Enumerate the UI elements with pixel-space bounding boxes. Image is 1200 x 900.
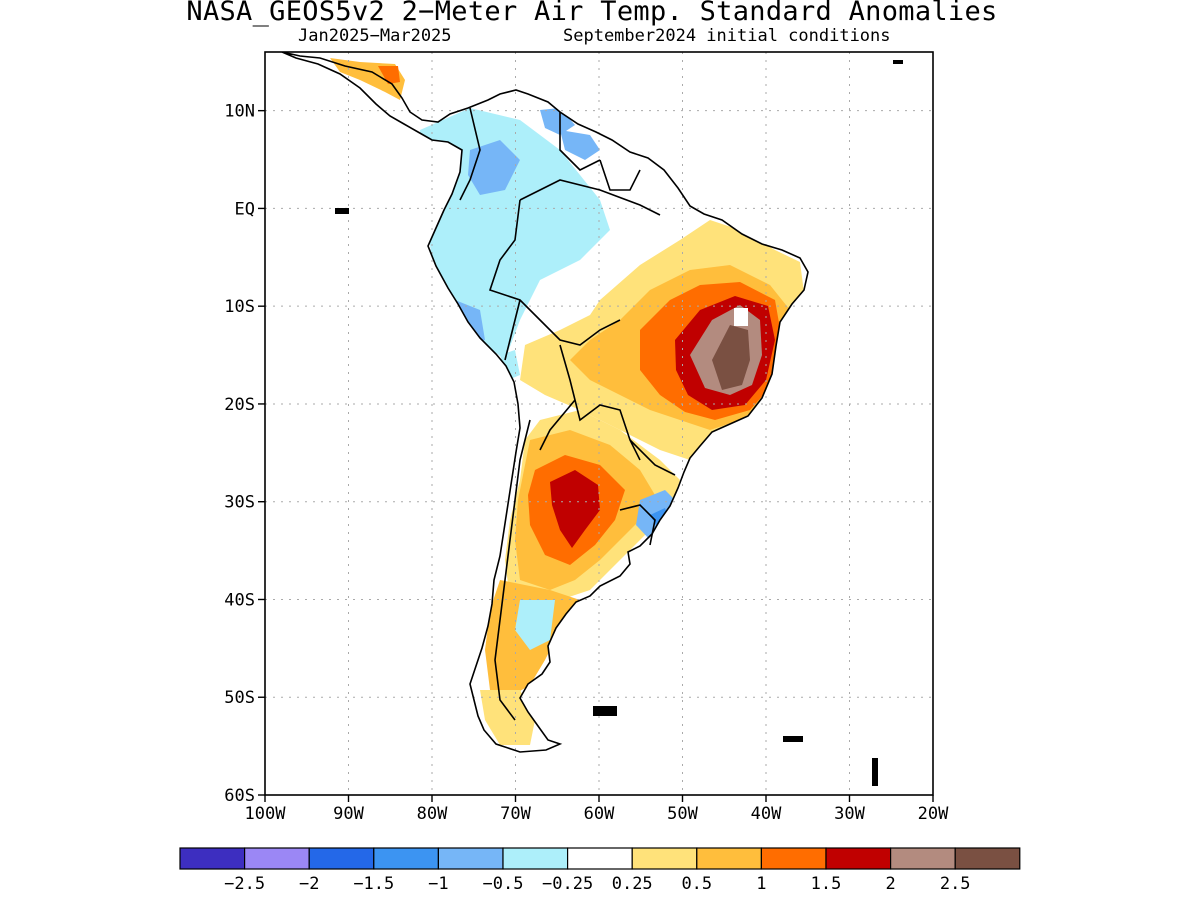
initial-conditions: September2024 initial conditions [563,26,891,46]
colorbar-label: −0.25 [542,874,593,894]
lon-tick-label: 50W [667,804,698,824]
forecast-period: Jan2025−Mar2025 [298,26,452,46]
anomaly-shading [282,52,808,752]
colorbar-label: −1 [428,874,448,894]
lat-tick-label: 50S [224,688,255,708]
colorbar: −2.5 −2 −1.5 −1 −0.5 −0.25 0.25 0.5 1 1.5 2 2.5 [179,847,1021,894]
colorbar-label: 2 [885,874,895,894]
colorbar-swatch [760,847,827,870]
colorbar-swatch [373,847,439,870]
longitude-axis: 100W 90W 80W 70W 60W 50W 40W 30W 20W [245,795,949,824]
colorbar-swatch [631,847,698,870]
lon-tick-label: 20W [918,804,949,824]
lat-tick-label: 10N [224,102,255,122]
colorbar-label: 1.5 [811,874,842,894]
islands [335,60,903,786]
colorbar-label: −0.5 [483,874,524,894]
colorbar-label: −2 [299,874,319,894]
colorbar-swatch [825,847,892,870]
map-title: NASA_GEOS5v2 2−Meter Air Temp. Standard … [186,0,998,27]
colorbar-swatch [889,847,956,870]
colorbar-label: −2.5 [224,874,265,894]
lon-tick-label: 40W [751,804,782,824]
colorbar-swatch [437,847,504,870]
colorbar-label: 1 [756,874,766,894]
lon-tick-label: 80W [417,804,448,824]
colorbar-swatch [566,847,633,870]
lat-tick-label: 10S [224,297,255,317]
colorbar-swatch [244,847,310,870]
lat-tick-label: 20S [224,395,255,415]
lat-tick-label: 40S [224,590,255,610]
colorbar-swatch [696,847,762,870]
lon-tick-label: 100W [245,804,287,824]
colorbar-swatch [502,847,569,870]
lat-tick-label: 60S [224,786,255,806]
lon-tick-label: 60W [584,804,615,824]
colorbar-swatch [308,847,375,870]
lon-tick-label: 90W [333,804,364,824]
lat-tick-label: 30S [224,493,255,513]
colorbar-label: 2.5 [940,874,971,894]
latitude-axis: 10N EQ 10S 20S 30S 40S 50S 60S [224,102,265,806]
colorbar-swatch [179,847,246,870]
coastline [281,52,809,753]
colorbar-label: 0.25 [612,874,653,894]
colorbar-swatch [954,847,1021,870]
lat-tick-label: EQ [235,199,255,219]
lon-tick-label: 30W [834,804,865,824]
colorbar-label: 0.5 [681,874,712,894]
colorbar-label: −1.5 [353,874,394,894]
lon-tick-label: 70W [500,804,531,824]
